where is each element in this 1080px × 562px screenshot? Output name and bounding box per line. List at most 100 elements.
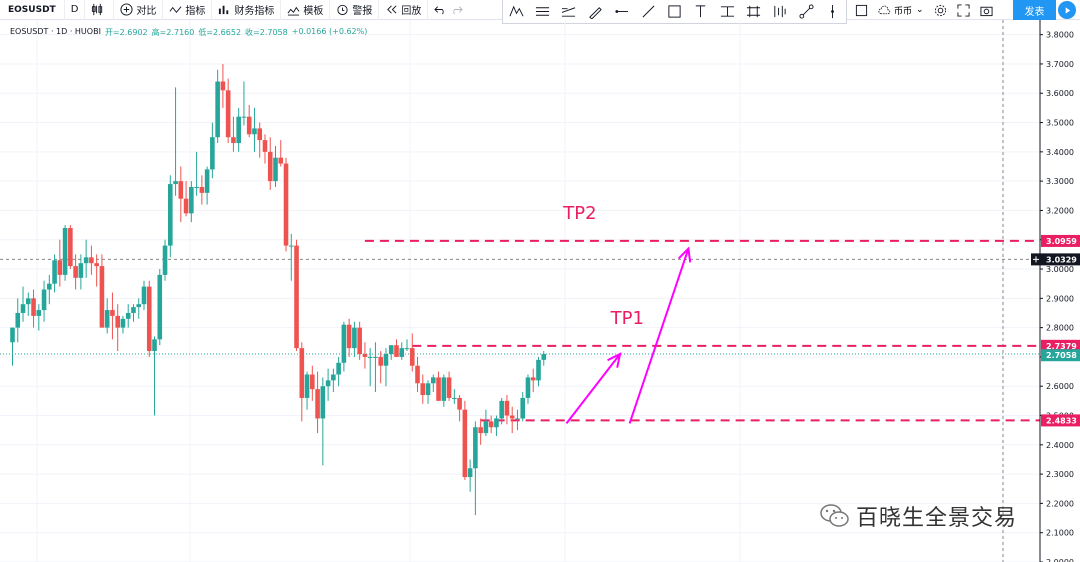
bars-pattern-tool[interactable] [771, 3, 789, 21]
legend-open: 开=2.6902 [104, 28, 148, 37]
forecast-tool[interactable] [745, 3, 763, 21]
axis-tick-label: 3.7000 [1046, 60, 1074, 69]
candle-body [204, 169, 210, 193]
candle [125, 304, 131, 328]
text-tool[interactable] [692, 3, 710, 21]
candle [462, 400, 468, 480]
price-tag-background [1041, 339, 1080, 352]
candle [52, 254, 57, 293]
candle [425, 380, 431, 404]
symbol-selector[interactable]: EOSUSDT [0, 0, 65, 20]
play-button[interactable] [1058, 1, 1076, 19]
chart-type-button[interactable] [85, 0, 115, 20]
candle [215, 69, 220, 144]
indicators-label: 指标 [185, 6, 206, 17]
replay-button[interactable]: 回放 [379, 0, 429, 20]
bar-chart-icon [219, 5, 229, 15]
candle-body [115, 315, 120, 328]
price-tag-background [1041, 349, 1080, 362]
fullscreen-expand-button[interactable] [952, 3, 975, 17]
axis-tick-label: 3.5000 [1046, 119, 1074, 128]
rectangle-tool[interactable] [665, 3, 683, 21]
candle [62, 225, 68, 281]
candle-body [536, 359, 541, 381]
indicators-button[interactable]: 指标 [163, 0, 213, 20]
alert-button[interactable]: 警报 [330, 0, 380, 20]
axis-background [1040, 20, 1080, 562]
brush-tool[interactable] [586, 3, 604, 21]
axis-tick-label: 2.6000 [1046, 382, 1074, 391]
candle-body [31, 298, 36, 316]
redo-icon[interactable] [450, 3, 464, 16]
lines-tool[interactable] [534, 3, 552, 21]
level-label: TP2 [562, 203, 596, 224]
legend-high: 高=2.7160 [151, 28, 195, 37]
compare-button[interactable]: 对比 [114, 0, 164, 20]
axis-tick-label: 2.8000 [1046, 324, 1074, 333]
candle-body [446, 377, 452, 398]
candle-body [152, 339, 157, 352]
financials-button[interactable]: 财务指标 [212, 0, 282, 20]
legend-title: EOSUSDT · 1D · HUOBI [10, 27, 101, 36]
candle-body [478, 427, 483, 434]
candle-body [441, 377, 447, 401]
candle [457, 395, 462, 422]
node-path-tool[interactable] [797, 3, 815, 21]
candle-body [262, 140, 268, 152]
pattern-tool[interactable] [507, 3, 525, 21]
axis-tick-label: 3.3000 [1046, 177, 1074, 186]
price-tag-background [1041, 234, 1080, 247]
currency-selector[interactable]: 币币 ⌄ [873, 4, 929, 17]
candle-body [257, 128, 263, 141]
interval-selector[interactable]: D [65, 0, 86, 20]
candle-body [394, 345, 399, 357]
candle-body [241, 116, 247, 118]
candle [515, 409, 520, 431]
candle [494, 415, 499, 437]
candle [141, 280, 147, 311]
candle-body [336, 362, 341, 375]
candle [278, 140, 284, 167]
price-axis: 3.8000 3.7000 3.6000 3.5000 3.4000 3.3000 3.20… [1031, 20, 1080, 562]
undo-icon[interactable] [434, 3, 447, 16]
horizontal-ray-tool[interactable] [613, 3, 631, 21]
candle-body [252, 128, 257, 135]
candle-body [62, 228, 68, 275]
snapshot-button[interactable] [975, 4, 998, 17]
candle [10, 327, 15, 366]
candle-body [157, 274, 163, 340]
undo-redo [428, 0, 472, 20]
alert-label: 警报 [352, 6, 373, 17]
projection-arrows [565, 246, 692, 425]
candle-body [483, 421, 489, 434]
candle [288, 233, 294, 281]
candle-body [494, 418, 499, 428]
price-tag: 3.0329 [1041, 253, 1080, 266]
candle [467, 459, 473, 492]
price-range-tool[interactable] [718, 3, 736, 21]
candle [388, 345, 394, 360]
candle-body [10, 327, 15, 343]
candle-body [73, 266, 78, 278]
candle-body [199, 186, 205, 193]
candle-body [36, 310, 42, 316]
axis-tick-label: 3.2000 [1046, 206, 1074, 215]
trend-line-tool[interactable] [639, 3, 657, 21]
candle-body [236, 116, 241, 144]
templates-button[interactable]: 模板 [281, 0, 331, 20]
candle [183, 181, 189, 217]
candle [304, 371, 310, 410]
vertical-line-tool[interactable] [824, 3, 842, 21]
candle [362, 342, 368, 369]
price-chart[interactable]: TP2 TP1 3.8000 3.7000 3.6000 3.5000 3.4000 3.3… [0, 20, 1080, 562]
rectangle-shape-button[interactable] [850, 4, 873, 17]
channel-tool[interactable] [560, 3, 578, 21]
square-icon [855, 4, 868, 16]
candle [204, 166, 210, 205]
drawing-toolbar [502, 0, 847, 24]
axis-tick-label: 2.9000 [1046, 294, 1074, 303]
candle [262, 134, 268, 164]
candle [210, 122, 215, 179]
publish-button[interactable]: 发表 [1013, 0, 1056, 20]
settings-button[interactable] [929, 4, 952, 17]
